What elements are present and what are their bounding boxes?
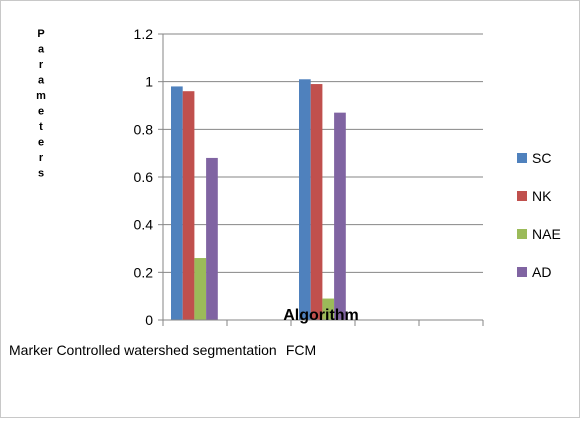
y-axis-label-letter: r (39, 152, 44, 164)
x-axis-label: Algorithm (283, 307, 359, 324)
y-axis-label-letter: P (37, 28, 44, 40)
x-tick-labels: Marker Controlled watershed segmentation… (9, 342, 316, 358)
legend-label: NAE (532, 226, 561, 242)
y-tick-label: 0 (145, 312, 153, 328)
legend: SC NK NAE AD (517, 150, 561, 280)
legend-swatch (517, 191, 527, 201)
y-tick-label: 0.2 (134, 264, 154, 280)
bar (171, 86, 183, 320)
y-axis-label-letter: a (38, 75, 45, 87)
legend-label: SC (532, 150, 551, 166)
y-axis-label-letter: r (39, 59, 44, 71)
bar (182, 91, 195, 320)
y-axis-label-letter: e (38, 106, 44, 118)
bar (299, 79, 311, 321)
bar (194, 258, 207, 320)
y-axis-label-letter: t (39, 121, 43, 133)
legend-swatch (517, 153, 527, 163)
bar (206, 157, 218, 320)
legend-swatch (517, 267, 527, 277)
y-tick-label: 0.4 (134, 217, 154, 233)
axes (158, 33, 484, 326)
bar (322, 298, 335, 320)
legend-swatch (517, 229, 527, 239)
y-axis-label-letter: m (36, 90, 46, 102)
y-axis-label-letter: a (38, 44, 45, 56)
bar (310, 84, 323, 320)
bar (334, 112, 346, 321)
x-tick-label: FCM (286, 342, 316, 358)
bars (171, 79, 346, 321)
y-axis-label-letter: s (38, 168, 44, 180)
y-axis-label-letter: e (38, 137, 44, 149)
legend-label: NK (532, 188, 552, 204)
y-tick-labels: 0 0.2 0.4 0.6 0.8 1 1.2 (134, 26, 154, 328)
y-tick-label: 0.8 (134, 121, 154, 137)
y-tick-label: 1.2 (134, 26, 154, 42)
y-tick-label: 0.6 (134, 169, 154, 185)
y-tick-label: 1 (145, 74, 153, 90)
x-tick-label: Marker Controlled watershed segmentation (9, 342, 277, 358)
legend-label: AD (532, 264, 551, 280)
